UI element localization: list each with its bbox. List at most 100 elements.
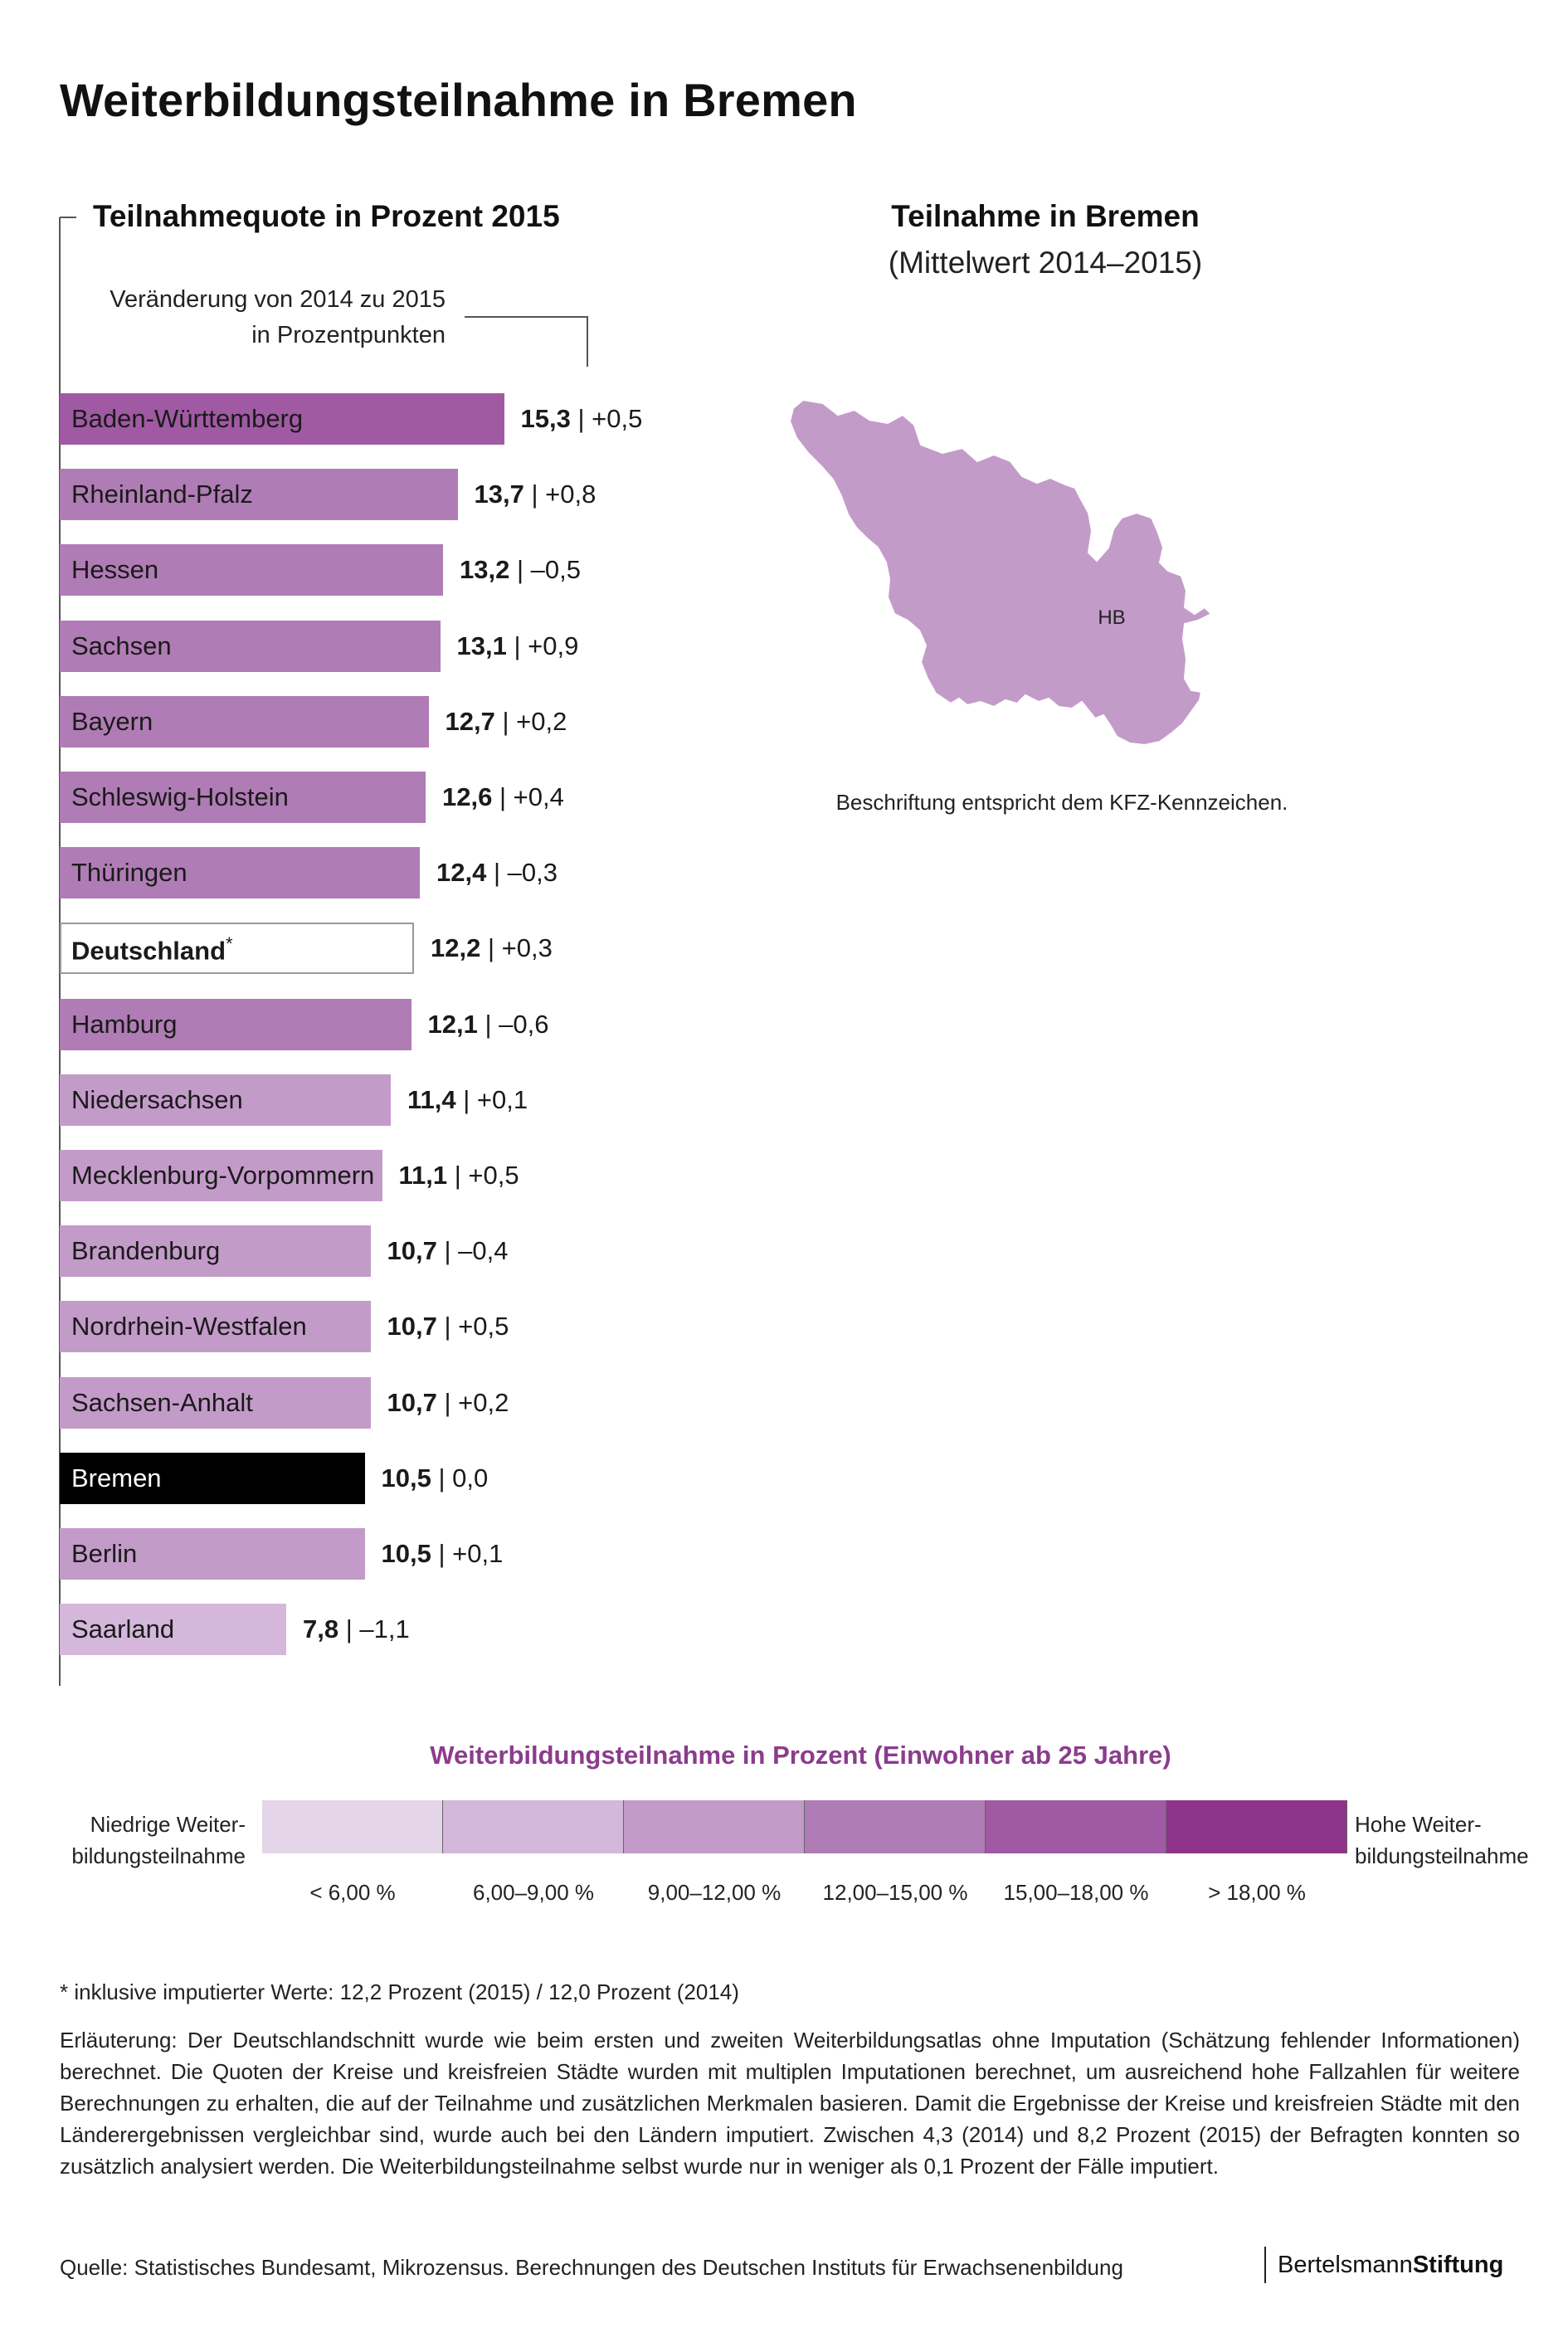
- value-label-sachsen-anhalt: 10,7 | +0,2: [387, 1388, 509, 1418]
- legend-swatch-6: [1166, 1800, 1347, 1853]
- bar-label-schleswig-holstein: Schleswig-Holstein: [71, 782, 289, 811]
- value-label-mecklenburg-vorpommern: 11,1 | +0,5: [399, 1161, 519, 1191]
- region-label-hb: HB: [1098, 606, 1125, 629]
- bar-niedersachsen: [60, 1074, 391, 1126]
- bar-label-hamburg: Hamburg: [71, 1009, 178, 1039]
- map-subtitle: (Mittelwert 2014–2015): [888, 246, 1203, 280]
- value-label-sachsen: 13,1 | +0,9: [457, 631, 579, 661]
- value-number: 12,1: [427, 1009, 478, 1039]
- value-number: 12,7: [445, 706, 495, 736]
- map-title: Teilnahme in Bremen: [891, 199, 1200, 233]
- legend-label-3: 9,00–12,00 %: [647, 1880, 782, 1905]
- bar-bremen: [60, 1452, 365, 1504]
- change-value: | +0,5: [436, 1312, 509, 1342]
- change-value: | –0,4: [436, 1236, 509, 1266]
- value-number: 10,7: [387, 1387, 437, 1417]
- value-number: 10,5: [381, 1463, 431, 1493]
- bar-label-bayern: Bayern: [71, 706, 153, 736]
- legend-label-6: > 18,00 %: [1208, 1880, 1306, 1905]
- legend-high-line2: bildungsteilnahme: [1355, 1843, 1529, 1868]
- bremen-region-shape: [788, 398, 1213, 747]
- legend-swatch-3: [624, 1800, 805, 1853]
- change-value: | +0,9: [506, 631, 579, 660]
- bar-brandenburg: [60, 1225, 371, 1278]
- value-label-deutschland: 12,2 | +0,3: [431, 933, 553, 963]
- bar-baden-wuerttemberg: [60, 393, 504, 445]
- value-number: 13,1: [456, 631, 507, 660]
- change-value: | +0,2: [494, 706, 567, 736]
- value-label-hamburg: 12,1 | –0,6: [428, 1010, 549, 1040]
- change-value: | –1,1: [338, 1614, 410, 1644]
- bar-hessen: [60, 544, 443, 597]
- bar-label-brandenburg: Brandenburg: [71, 1236, 221, 1266]
- value-number: 10,5: [381, 1539, 431, 1568]
- change-note-line2: in Prozentpunkten: [251, 322, 446, 348]
- value-label-niedersachsen: 11,4 | +0,1: [407, 1085, 528, 1115]
- change-value: | +0,1: [455, 1084, 528, 1114]
- chart-title: Teilnahmequote in Prozent 2015: [93, 199, 560, 233]
- bar-label-nordrhein-westfalen: Nordrhein-Westfalen: [71, 1312, 307, 1342]
- legend-high-line1: Hohe Weiter-: [1355, 1812, 1482, 1837]
- legend-title: Weiterbildungsteilnahme in Prozent (Einw…: [430, 1741, 1171, 1770]
- legend-swatch-2: [443, 1800, 624, 1853]
- map-caption: Beschriftung entspricht dem KFZ-Kennzeic…: [835, 790, 1288, 815]
- change-value: | –0,6: [477, 1009, 549, 1039]
- value-label-baden-wuerttemberg: 15,3 | +0,5: [521, 404, 643, 434]
- bar-bayern: [60, 695, 429, 747]
- change-value: | +0,4: [492, 782, 564, 811]
- bar-sachsen: [60, 620, 441, 672]
- value-number: 10,7: [387, 1236, 437, 1266]
- legend-low-line1: Niedrige Weiter-: [90, 1812, 246, 1837]
- bar-mecklenburg-vorpommern: [60, 1150, 382, 1201]
- legend-swatch-4: [805, 1800, 986, 1853]
- value-label-hessen: 13,2 | –0,5: [460, 555, 581, 585]
- change-value: | +0,5: [447, 1161, 519, 1190]
- bar-label-bremen: Bremen: [71, 1463, 162, 1493]
- value-label-schleswig-holstein: 12,6 | +0,4: [442, 782, 564, 812]
- national-footnote-marker: *: [226, 933, 233, 955]
- value-number: 13,2: [460, 555, 510, 585]
- legend-label-4: 12,00–15,00 %: [822, 1880, 968, 1905]
- brand-part2: Stiftung: [1412, 2252, 1504, 2278]
- legend-low-line2: bildungsteilnahme: [71, 1843, 246, 1868]
- bar-label-deutschland: Deutschland*: [71, 933, 233, 966]
- value-label-bremen: 10,5 | 0,0: [382, 1463, 489, 1493]
- bar-deutschland: [60, 923, 414, 975]
- change-value: | 0,0: [431, 1463, 489, 1493]
- bar-schleswig-holstein: [60, 772, 426, 823]
- brand-logo: BertelsmannStiftung: [1278, 2252, 1503, 2279]
- change-note: Veränderung von 2014 zu 2015 in Prozentp…: [93, 282, 446, 353]
- bar-hamburg: [60, 998, 411, 1050]
- value-label-thueringen: 12,4 | –0,3: [436, 858, 558, 888]
- bar-label-berlin: Berlin: [71, 1539, 138, 1568]
- value-number: 11,1: [398, 1161, 448, 1190]
- bar-label-thueringen: Thüringen: [71, 858, 187, 888]
- brand-part1: Bertelsmann: [1278, 2252, 1413, 2278]
- legend-swatch-1: [262, 1800, 443, 1853]
- bremen-map: HB: [788, 398, 1213, 747]
- change-note-bracket: [465, 316, 588, 367]
- value-label-bayern: 12,7 | +0,2: [446, 707, 567, 737]
- value-label-berlin: 10,5 | +0,1: [382, 1539, 504, 1569]
- value-number: 15,3: [520, 404, 571, 433]
- value-label-nordrhein-westfalen: 10,7 | +0,5: [387, 1312, 509, 1342]
- footnote: * inklusive imputierter Werte: 12,2 Proz…: [60, 1979, 739, 2004]
- value-number: 11,4: [407, 1084, 456, 1114]
- change-value: | +0,1: [431, 1539, 504, 1568]
- bar-rheinland-pfalz: [60, 469, 458, 521]
- bar-berlin: [60, 1528, 365, 1580]
- change-value: | +0,2: [436, 1387, 509, 1417]
- bar-label-baden-wuerttemberg: Baden-Württemberg: [71, 404, 304, 433]
- change-value: | –0,3: [486, 858, 558, 888]
- legend-label-1: < 6,00 %: [309, 1880, 396, 1905]
- value-label-brandenburg: 10,7 | –0,4: [387, 1236, 509, 1266]
- value-number: 12,6: [442, 782, 493, 811]
- value-number: 12,2: [431, 933, 481, 963]
- legend-label-2: 6,00–9,00 %: [472, 1880, 594, 1905]
- value-label-rheinland-pfalz: 13,7 | +0,8: [475, 480, 597, 509]
- value-number: 7,8: [303, 1614, 339, 1644]
- bar-nordrhein-westfalen: [60, 1301, 371, 1353]
- change-value: | +0,3: [480, 933, 553, 963]
- change-value: | +0,5: [570, 404, 643, 433]
- bar-label-niedersachsen: Niedersachsen: [71, 1084, 243, 1114]
